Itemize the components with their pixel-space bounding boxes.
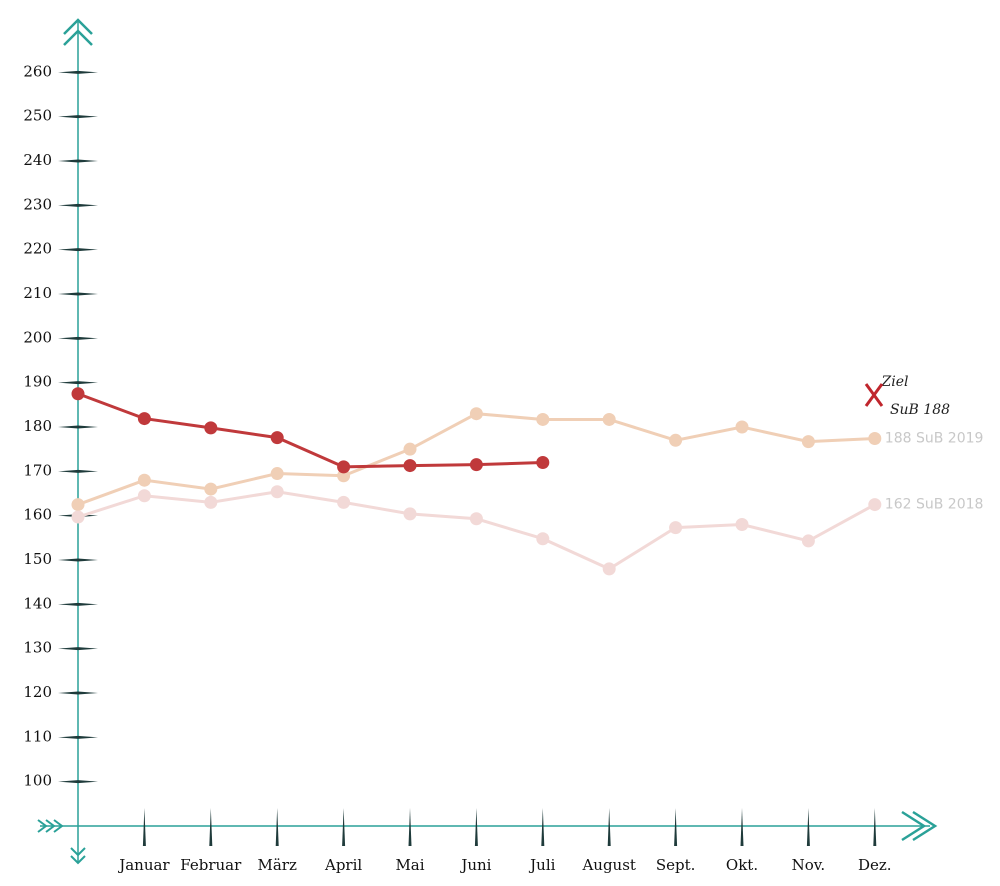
x-tick: [474, 808, 478, 846]
x-tick-label: Sept.: [656, 856, 696, 874]
y-tick-label: 150: [23, 550, 52, 568]
data-point: [137, 489, 151, 503]
y-tick-label: 140: [23, 594, 52, 612]
y-tick: [58, 381, 98, 385]
series-label: 162 SuB 2018: [885, 497, 984, 513]
x-tick-label: Mai: [395, 856, 424, 874]
y-tick-label: 180: [23, 417, 52, 435]
data-point: [71, 498, 85, 512]
x-tick-label: Juli: [528, 856, 555, 874]
data-point: [204, 482, 218, 496]
x-tick: [674, 808, 678, 846]
data-point: [669, 521, 683, 535]
x-tick-label: Januar: [117, 856, 170, 874]
y-tick: [58, 425, 98, 429]
data-point: [204, 421, 218, 435]
y-tick-label: 100: [23, 772, 52, 790]
x-tick-label: Okt.: [726, 856, 758, 874]
y-tick: [58, 602, 98, 606]
x-tick-label: Nov.: [792, 856, 826, 874]
data-point: [469, 407, 483, 421]
y-tick: [58, 735, 98, 739]
data-point: [137, 412, 151, 426]
y-tick-label: 220: [23, 240, 52, 258]
data-point: [403, 442, 417, 456]
y-tick: [58, 691, 98, 695]
data-point: [469, 458, 483, 472]
data-point: [71, 387, 85, 401]
data-point: [735, 420, 749, 434]
y-tick-label: 160: [23, 506, 52, 524]
y-tick: [58, 70, 98, 74]
y-tick: [58, 115, 98, 119]
y-tick: [58, 203, 98, 207]
y-tick-label: 130: [23, 639, 52, 657]
x-tick: [607, 808, 611, 846]
y-tick-label: 260: [23, 62, 52, 80]
data-point: [403, 459, 417, 473]
data-point: [868, 498, 882, 512]
x-tick-label: Dez.: [858, 856, 892, 874]
x-tick: [275, 808, 279, 846]
y-tick: [58, 159, 98, 163]
x-tick: [142, 808, 146, 846]
series-line: [77, 392, 543, 469]
y-tick: [58, 336, 98, 340]
x-tick: [408, 808, 412, 846]
data-point: [536, 455, 550, 469]
x-tick-label: Juni: [459, 856, 491, 874]
data-point: [868, 432, 882, 446]
x-tick: [209, 808, 213, 846]
series-line: [77, 490, 876, 571]
y-tick: [58, 780, 98, 784]
x-tick: [806, 808, 810, 846]
x-tick: [541, 808, 545, 846]
y-tick: [58, 292, 98, 296]
y-tick-label: 210: [23, 284, 52, 302]
data-point: [71, 510, 85, 524]
x-tick-label: August: [581, 856, 635, 874]
data-point: [801, 534, 815, 548]
series-label: 188 SuB 2019: [885, 431, 984, 447]
annotation: SuB 188: [890, 402, 950, 418]
y-tick: [58, 647, 98, 651]
x-tick-label: März: [258, 856, 297, 874]
axis-arrows: [37, 18, 938, 865]
data-point: [403, 507, 417, 521]
data-point: [204, 495, 218, 509]
data-point: [270, 467, 284, 481]
data-point: [536, 412, 550, 426]
x-tick-label: April: [324, 856, 362, 874]
data-point: [602, 562, 616, 576]
x-tick-label: Februar: [180, 856, 242, 874]
data-point: [270, 485, 284, 499]
annotation: Ziel: [881, 374, 909, 390]
x-tick: [342, 808, 346, 846]
y-tick-label: 250: [23, 107, 52, 125]
y-tick-label: 240: [23, 151, 52, 169]
data-point: [337, 495, 351, 509]
y-tick-label: 190: [23, 373, 52, 391]
x-tick: [740, 808, 744, 846]
y-tick-label: 110: [23, 727, 52, 745]
data-point: [669, 433, 683, 447]
y-tick: [58, 558, 98, 562]
y-tick-label: 170: [23, 461, 52, 479]
y-tick-label: 120: [23, 683, 52, 701]
goal-marker: [864, 383, 884, 407]
x-tick: [873, 808, 877, 846]
y-tick: [58, 469, 98, 473]
data-point: [602, 412, 616, 426]
data-point: [137, 473, 151, 487]
data-point: [337, 460, 351, 474]
data-point: [735, 518, 749, 532]
data-point: [536, 532, 550, 546]
data-point: [801, 435, 815, 449]
y-tick-label: 230: [23, 195, 52, 213]
y-tick: [58, 248, 98, 252]
data-point: [270, 431, 284, 445]
data-point: [469, 512, 483, 526]
y-tick-label: 200: [23, 328, 52, 346]
